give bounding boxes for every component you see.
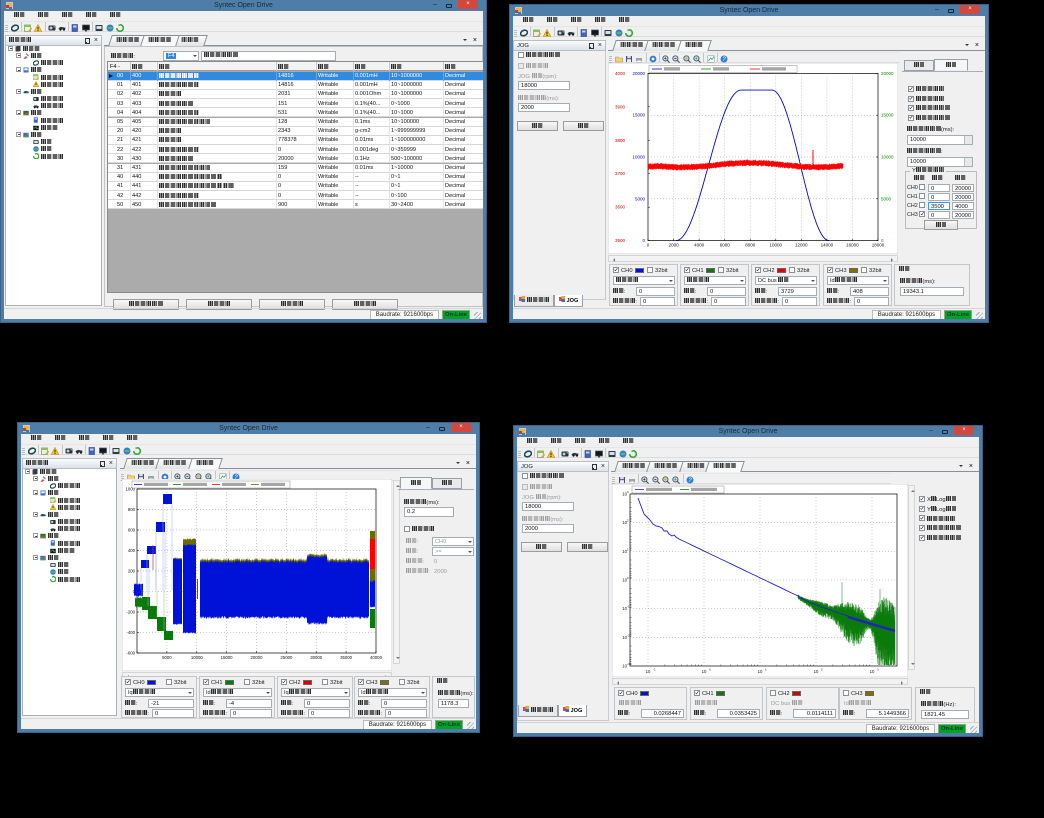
svg-text:10: 10 xyxy=(870,669,875,674)
svg-text:10: 10 xyxy=(622,664,627,669)
svg-text:10: 10 xyxy=(814,669,819,674)
svg-text:10000: 10000 xyxy=(770,243,783,248)
svg-text:16000: 16000 xyxy=(846,243,859,248)
svg-text:10: 10 xyxy=(622,635,627,640)
svg-text:-3: -3 xyxy=(627,662,630,666)
svg-text:-400: -400 xyxy=(126,630,135,635)
svg-text:10000: 10000 xyxy=(881,155,894,160)
svg-text:?: ? xyxy=(722,57,726,63)
svg-text:20000: 20000 xyxy=(251,655,264,660)
svg-text:3500: 3500 xyxy=(615,238,626,243)
svg-text:10: 10 xyxy=(622,549,627,554)
svg-text:15000: 15000 xyxy=(221,655,234,660)
svg-text:10000: 10000 xyxy=(191,655,204,660)
svg-text:15000: 15000 xyxy=(881,113,894,118)
svg-text:0: 0 xyxy=(647,243,650,248)
svg-text:10: 10 xyxy=(622,492,627,497)
svg-text:10000: 10000 xyxy=(632,155,645,160)
svg-text:20000: 20000 xyxy=(881,71,894,76)
svg-text:?: ? xyxy=(688,478,692,484)
svg-text:3700: 3700 xyxy=(615,171,626,176)
svg-text:4000: 4000 xyxy=(615,71,626,76)
svg-text:10: 10 xyxy=(758,669,763,674)
svg-text:10: 10 xyxy=(622,578,627,583)
svg-text:5000: 5000 xyxy=(635,196,646,201)
svg-text:400: 400 xyxy=(128,548,136,553)
svg-text:3: 3 xyxy=(877,668,879,672)
svg-text:10: 10 xyxy=(702,669,707,674)
svg-text:-600: -600 xyxy=(126,651,135,656)
svg-text:1000: 1000 xyxy=(125,487,135,492)
svg-text:3900: 3900 xyxy=(615,104,626,109)
svg-text:-1: -1 xyxy=(653,668,656,672)
svg-text:14000: 14000 xyxy=(821,243,834,248)
svg-text:0: 0 xyxy=(642,238,645,243)
svg-text:30000: 30000 xyxy=(310,655,323,660)
svg-text:?: ? xyxy=(234,475,238,481)
svg-text:2000: 2000 xyxy=(669,243,680,248)
svg-text:3800: 3800 xyxy=(615,138,626,143)
svg-text:40000: 40000 xyxy=(370,655,383,660)
svg-text:10: 10 xyxy=(622,606,627,611)
svg-text:0: 0 xyxy=(881,238,884,243)
svg-text:35000: 35000 xyxy=(340,655,353,660)
svg-text:5000: 5000 xyxy=(881,196,892,201)
svg-text:25000: 25000 xyxy=(280,655,293,660)
svg-text:15000: 15000 xyxy=(632,113,645,118)
svg-text:800: 800 xyxy=(128,507,136,512)
svg-text:-2: -2 xyxy=(627,633,630,637)
svg-text:6000: 6000 xyxy=(720,243,731,248)
svg-text:1: 1 xyxy=(627,547,629,551)
svg-text:-200: -200 xyxy=(126,610,135,615)
svg-text:0: 0 xyxy=(709,668,711,672)
svg-text:5000: 5000 xyxy=(162,655,172,660)
svg-text:2: 2 xyxy=(821,668,823,672)
svg-text:600: 600 xyxy=(128,528,136,533)
svg-text:3600: 3600 xyxy=(615,205,626,210)
svg-text:20000: 20000 xyxy=(632,71,645,76)
svg-text:200: 200 xyxy=(128,569,136,574)
svg-text:8000: 8000 xyxy=(745,243,756,248)
svg-text:4000: 4000 xyxy=(694,243,705,248)
svg-text:2: 2 xyxy=(627,519,629,523)
svg-text:10: 10 xyxy=(622,520,627,525)
svg-text:3: 3 xyxy=(627,490,629,494)
svg-text:1: 1 xyxy=(765,668,767,672)
svg-text:10: 10 xyxy=(646,669,651,674)
svg-text:18000: 18000 xyxy=(872,243,885,248)
svg-text:-1: -1 xyxy=(627,605,630,609)
svg-text:12000: 12000 xyxy=(795,243,808,248)
svg-text:0: 0 xyxy=(627,576,629,580)
